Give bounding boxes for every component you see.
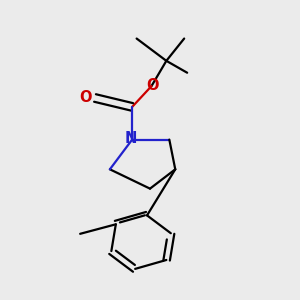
Text: O: O [146,78,159,93]
Text: O: O [79,90,92,105]
Text: N: N [125,130,137,146]
